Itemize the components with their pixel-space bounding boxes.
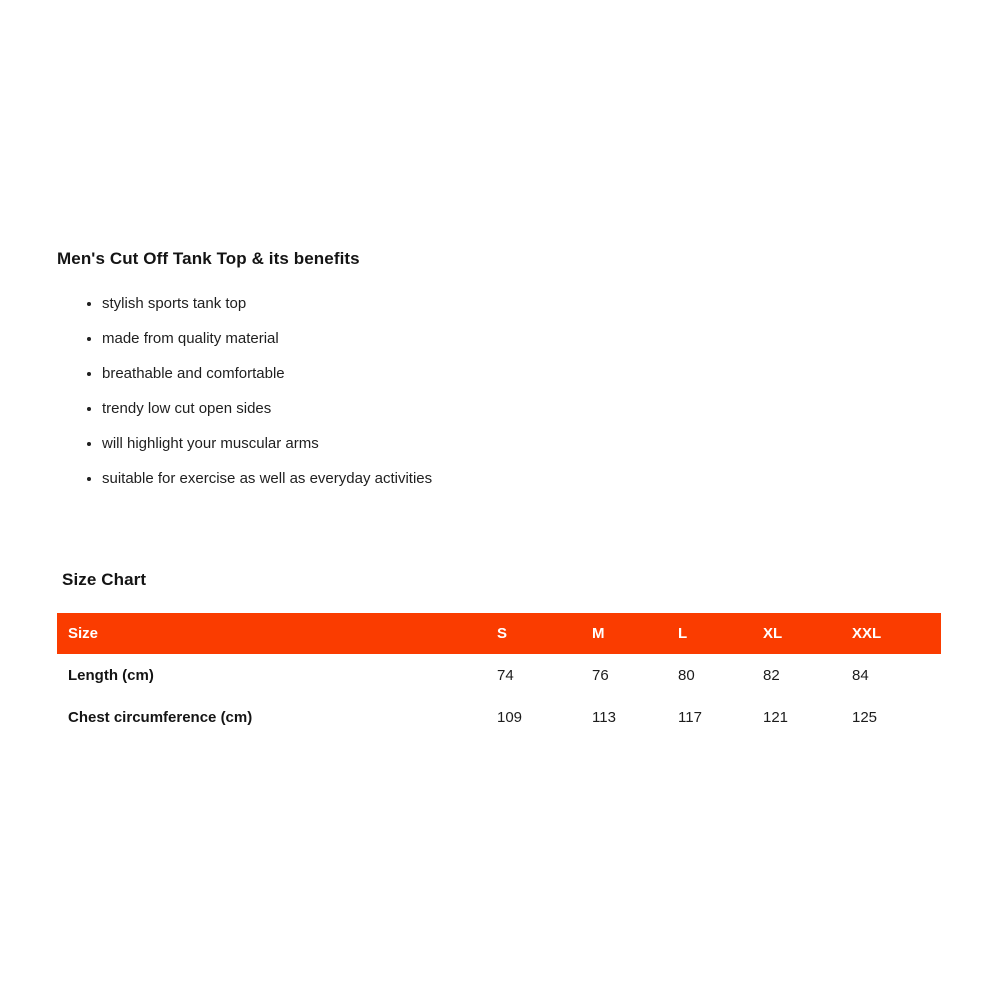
row-label-length: Length (cm)	[57, 654, 497, 696]
table-row-chest: Chest circumference (cm) 109 113 117 121…	[57, 696, 941, 738]
chest-value-s: 109	[497, 696, 592, 738]
benefit-item: made from quality material	[102, 328, 432, 349]
benefits-list: stylish sports tank top made from qualit…	[84, 293, 432, 503]
benefit-item: suitable for exercise as well as everyda…	[102, 468, 432, 489]
length-value-s: 74	[497, 654, 592, 696]
header-cell-size: Size	[57, 613, 497, 654]
chest-value-l: 117	[678, 696, 763, 738]
length-value-xl: 82	[763, 654, 852, 696]
header-cell-m: M	[592, 613, 678, 654]
header-cell-l: L	[678, 613, 763, 654]
benefit-item: trendy low cut open sides	[102, 398, 432, 419]
size-chart-table: Size S M L XL XXL Length (cm) 74 76 80 8…	[57, 613, 941, 738]
size-chart-header-row: Size S M L XL XXL	[57, 613, 941, 654]
chest-value-xxl: 125	[852, 696, 941, 738]
benefits-heading: Men's Cut Off Tank Top & its benefits	[57, 249, 360, 268]
benefit-item: will highlight your muscular arms	[102, 433, 432, 454]
length-value-xxl: 84	[852, 654, 941, 696]
size-chart-heading: Size Chart	[62, 570, 147, 589]
chest-value-m: 113	[592, 696, 678, 738]
row-label-chest: Chest circumference (cm)	[57, 696, 497, 738]
benefit-item: breathable and comfortable	[102, 363, 432, 384]
header-cell-xl: XL	[763, 613, 852, 654]
table-row-length: Length (cm) 74 76 80 82 84	[57, 654, 941, 696]
length-value-l: 80	[678, 654, 763, 696]
chest-value-xl: 121	[763, 696, 852, 738]
length-value-m: 76	[592, 654, 678, 696]
header-cell-s: S	[497, 613, 592, 654]
header-cell-xxl: XXL	[852, 613, 941, 654]
benefit-item: stylish sports tank top	[102, 293, 432, 314]
